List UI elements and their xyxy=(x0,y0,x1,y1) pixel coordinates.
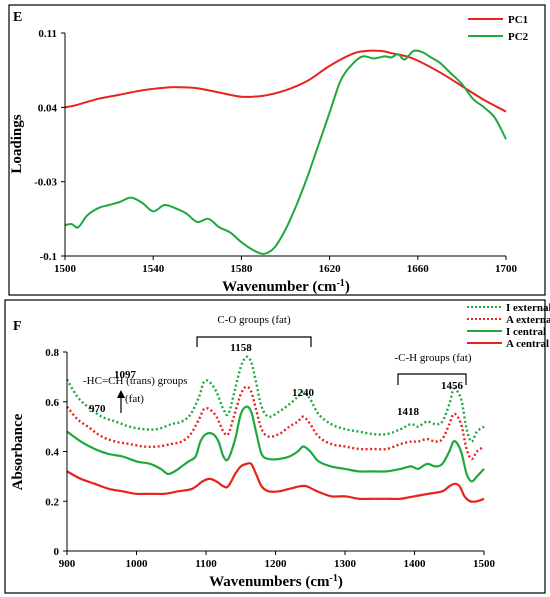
annotation-co-groups: C-O groups (fat) xyxy=(217,314,291,326)
panel-f-y-tick-label: 0.6 xyxy=(45,397,59,409)
panel-e-y-tick-label: -0.1 xyxy=(40,251,57,263)
panel-f-series xyxy=(65,355,485,503)
panel-f-legend: I external A external I central A centra… xyxy=(467,302,550,350)
annotation-ch-groups: -C-H groups (fat) xyxy=(395,352,472,364)
annotation-hc-groups-line2: (fat) xyxy=(125,393,144,405)
panel-e-x-axis-title: Wavenumber (cm-1) xyxy=(222,278,350,296)
panel-e-x-tick-label: 1540 xyxy=(142,263,165,275)
panel-f-x-tick-label: 1000 xyxy=(126,558,149,570)
legend-i-central-label: I central xyxy=(506,326,546,338)
peak-label-1158: 1158 xyxy=(230,342,252,354)
panel-e-legend: PC1 PC2 xyxy=(468,14,529,43)
legend-pc2-label: PC2 xyxy=(508,31,529,43)
bracket-ch-groups xyxy=(397,373,467,385)
legend-a-central-label: A central xyxy=(506,338,549,350)
panel-e-series xyxy=(64,49,507,255)
panel-e-y-tick-label: 0.11 xyxy=(38,28,57,40)
series-line-i-central xyxy=(66,405,485,483)
panel-f-y-tick-label: 0.2 xyxy=(45,496,59,508)
arrow-970-head xyxy=(117,390,125,398)
panel-f-x-tick-label: 1100 xyxy=(195,558,217,570)
bracket-co-groups xyxy=(196,336,312,347)
panel-f-label: F xyxy=(13,319,22,334)
panel-e-x-tick-label: 1500 xyxy=(54,263,77,275)
panel-e-y-tick-label: 0.04 xyxy=(38,102,58,114)
series-line-pc1 xyxy=(64,49,507,113)
panel-f-x-tick-label: 1500 xyxy=(473,558,496,570)
panel-e-x-tick-label: 1620 xyxy=(319,263,342,275)
panel-f-y-tick-label: 0.8 xyxy=(45,347,59,359)
panel-f-y-tick-label: 0.4 xyxy=(45,447,59,459)
series-line-a-external xyxy=(66,385,485,461)
legend-a-external-label: A external xyxy=(506,314,550,326)
peak-label-1240: 1240 xyxy=(292,387,315,399)
series-line-a-central xyxy=(66,461,485,503)
peak-label-1456: 1456 xyxy=(441,380,464,392)
series-line-pc2 xyxy=(64,49,507,255)
panel-f-x-axis-title: Wavenumbers (cm-1) xyxy=(209,573,343,591)
legend-i-external-label: I external xyxy=(506,302,550,314)
panel-f: F 900 1000 1100 1200 1300 1400 1500 0.8 0.6 0.4 0.… xyxy=(4,299,550,594)
panel-e-y-tick-label: -0.03 xyxy=(34,177,57,189)
annotation-hc-groups-line1: -HC=CH (trans) groups xyxy=(83,375,188,387)
panel-f-ticks: 900 1000 1100 1200 1300 1400 1500 0.8 0.6 0.4 0.2 0 xyxy=(45,347,495,570)
panel-e-frame xyxy=(8,4,546,296)
panel-e-label: E xyxy=(13,10,22,25)
panel-e-ticks: 1500 1540 1580 1620 1660 1700 0.11 0.04 -0.03 -0.… xyxy=(34,28,517,275)
peak-label-1097: 1097 xyxy=(114,369,137,381)
legend-pc1-label: PC1 xyxy=(508,14,528,26)
peak-label-970: 970 xyxy=(89,403,106,415)
panel-e-x-tick-label: 1580 xyxy=(230,263,253,275)
panel-e: E 1500 1540 1580 1620 1660 1700 0.11 0.04 -0.03 -… xyxy=(8,4,546,296)
panel-e-x-tick-label: 1660 xyxy=(407,263,430,275)
panel-f-x-tick-label: 1200 xyxy=(265,558,288,570)
panel-f-y-axis-title: Absorbance xyxy=(10,413,26,490)
peak-label-1418: 1418 xyxy=(397,406,420,418)
panel-f-x-tick-label: 1400 xyxy=(404,558,427,570)
panel-f-annotations: C-O groups (fat) 1158 1097 1240 -C-H gro… xyxy=(83,314,472,418)
panel-e-y-axis-title: Loadings xyxy=(9,114,25,173)
panel-f-x-tick-label: 900 xyxy=(59,558,76,570)
panel-f-frame xyxy=(4,299,546,594)
panel-f-x-tick-label: 1300 xyxy=(334,558,357,570)
panel-e-x-tick-label: 1700 xyxy=(495,263,518,275)
series-line-i-external xyxy=(65,355,485,443)
panel-f-y-tick-label: 0 xyxy=(54,546,60,558)
